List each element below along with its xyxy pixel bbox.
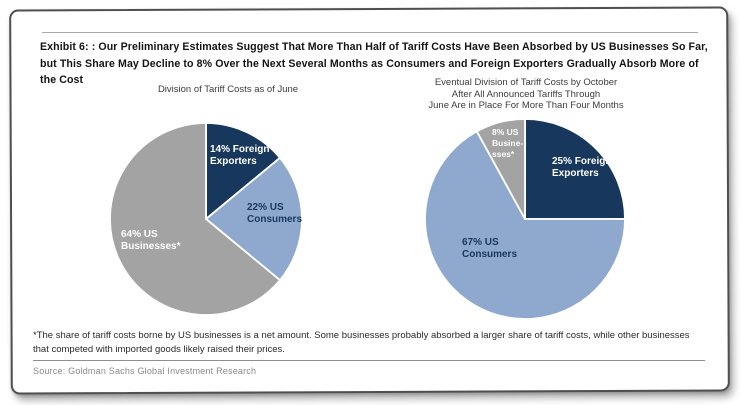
exhibit-title: Exhibit 6: : Our Preliminary Estimates S…: [40, 41, 708, 87]
pie-slice: [109, 122, 281, 316]
pie-slice: [205, 156, 303, 282]
pie-slice: [205, 122, 281, 220]
left-chart-title: Division of Tariff Costs as of June: [157, 84, 299, 95]
pie-slice: [475, 118, 526, 220]
source-attribution: Source: Goldman Sachs Global Investment …: [33, 366, 257, 376]
pie-chart-october: [424, 118, 626, 320]
source-divider: [33, 360, 705, 361]
header-divider: [42, 32, 698, 33]
pie-chart-june: [109, 122, 303, 316]
pie-slice: [424, 130, 626, 320]
footnote: *The share of tariff costs borne by US b…: [33, 330, 690, 356]
pie-slice: [524, 118, 626, 220]
right-chart-title: Eventual Division of Tariff Costs by Oct…: [428, 77, 624, 112]
